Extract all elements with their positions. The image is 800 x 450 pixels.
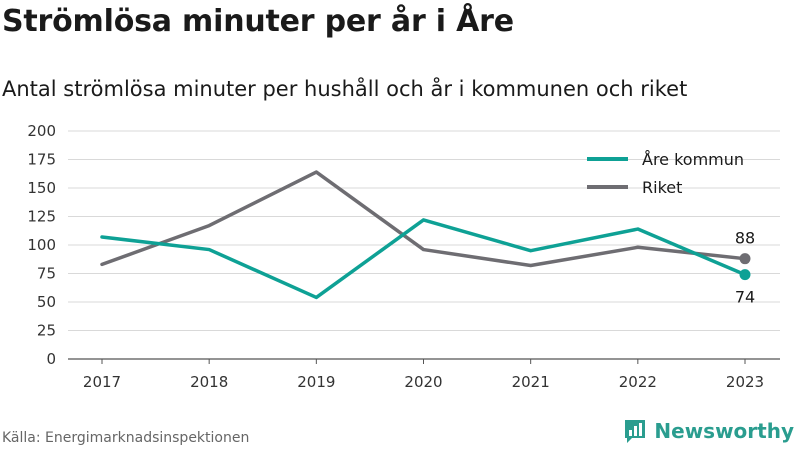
x-tick-label: 2018 (190, 373, 228, 391)
x-tick-label: 2020 (404, 373, 442, 391)
x-tick-label: 2021 (512, 373, 550, 391)
brand-name: Newsworthy (654, 419, 794, 443)
y-tick-label: 200 (27, 122, 56, 140)
y-tick-label: 25 (37, 322, 56, 340)
y-tick-label: 50 (37, 293, 56, 311)
y-tick-label: 0 (46, 350, 56, 368)
y-tick-label: 75 (37, 265, 56, 283)
series-line (100, 170, 747, 268)
legend-label: Riket (642, 178, 682, 197)
chart-title: Strömlösa minuter per år i Åre (2, 4, 514, 39)
data-label: 88 (735, 229, 755, 248)
data-label: 74 (735, 288, 755, 307)
y-tick-label: 175 (27, 151, 56, 169)
x-tick-label: 2017 (83, 373, 121, 391)
chart-subtitle: Antal strömlösa minuter per hushåll och … (2, 77, 688, 101)
series-end-point (739, 269, 751, 281)
x-tick-label: 2019 (297, 373, 335, 391)
brand-logo: Newsworthy (623, 418, 794, 444)
series-line (100, 218, 747, 300)
y-tick-label: 150 (27, 179, 56, 197)
y-tick-label: 125 (27, 208, 56, 226)
x-tick-label: 2023 (726, 373, 764, 391)
source-note: Källa: Energimarknadsinspektionen (2, 430, 250, 446)
x-tick-label: 2022 (619, 373, 657, 391)
legend-label: Åre kommun (642, 150, 744, 169)
series-end-point (739, 253, 751, 265)
bar-chart-logo-icon (625, 420, 646, 443)
y-tick-label: 100 (27, 236, 56, 254)
